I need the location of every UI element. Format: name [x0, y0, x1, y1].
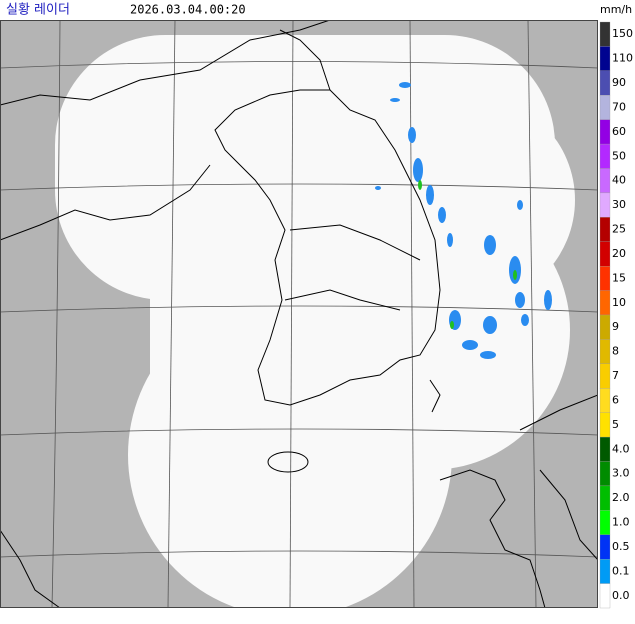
timestamp: 2026.03.04.00:20 [130, 3, 246, 17]
legend-label: 60 [612, 125, 626, 138]
page-title: 실황 레이더 [6, 3, 70, 18]
legend-label: 15 [612, 271, 626, 284]
precipitation-echoes [375, 82, 552, 359]
legend: 150 110 90 70 60 50 40 30 25 20 15 10 9 8 7 6 5 4.0 3.0 2.0… [599, 21, 633, 609]
legend-swatch [599, 143, 611, 169]
legend-swatch [599, 21, 611, 47]
map-frame [0, 20, 598, 608]
legend-label: 0.0 [612, 589, 630, 602]
coastlines [0, 20, 598, 608]
legend-swatch [599, 314, 611, 340]
legend-label: 150 [612, 27, 633, 40]
legend-swatch [599, 436, 611, 462]
legend-label: 3.0 [612, 467, 630, 480]
legend-swatch [599, 339, 611, 364]
legend-label: 7 [612, 369, 619, 382]
legend-label: 50 [612, 149, 626, 162]
legend-swatch [599, 95, 611, 120]
legend-label: 20 [612, 247, 626, 260]
legend-label: 9 [612, 320, 619, 333]
legend-swatch [599, 217, 611, 242]
legend-label: 90 [612, 76, 626, 89]
legend-swatch [599, 461, 611, 487]
legend-label: 30 [612, 198, 626, 211]
legend-swatch [599, 388, 611, 413]
legend-swatch [599, 119, 611, 145]
legend-label: 6 [612, 393, 619, 406]
legend-label: 25 [612, 223, 626, 236]
legend-swatch [599, 70, 611, 96]
legend-label: 2.0 [612, 491, 630, 504]
legend-label: 4.0 [612, 442, 630, 455]
legend-swatch [599, 510, 611, 535]
legend-swatch [599, 168, 611, 194]
legend-label: 110 [612, 52, 633, 65]
legend-swatch [599, 266, 611, 291]
legend-label: 10 [612, 296, 626, 309]
legend-swatch [599, 290, 611, 316]
legend-swatch [599, 241, 611, 267]
heavier-echoes [418, 180, 517, 329]
legend-swatch [599, 485, 611, 511]
legend-label: 5 [612, 418, 619, 431]
legend-label: 70 [612, 100, 626, 113]
legend-swatch [599, 412, 611, 438]
radar-map [0, 20, 598, 608]
legend-swatch [599, 363, 611, 389]
unit-label: mm/h [600, 3, 632, 16]
legend-swatch [599, 559, 611, 584]
legend-label: 40 [612, 174, 626, 187]
coverage-area [55, 35, 575, 608]
legend-swatch [599, 46, 611, 71]
legend-label: 0.5 [612, 540, 630, 553]
legend-label: 0.1 [612, 564, 630, 577]
legend-swatch [599, 583, 611, 609]
legend-label: 8 [612, 345, 619, 358]
legend-swatch [599, 534, 611, 560]
legend-swatch [599, 192, 611, 218]
legend-label: 1.0 [612, 516, 630, 529]
